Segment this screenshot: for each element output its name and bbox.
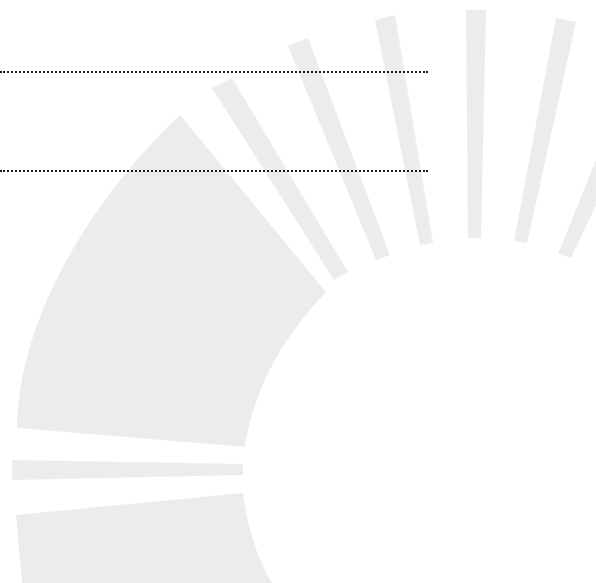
watermark-lower-wedge bbox=[16, 493, 272, 583]
fill-in-line-2[interactable] bbox=[0, 170, 428, 172]
watermark-ray-1 bbox=[212, 78, 348, 280]
watermark-ray-2 bbox=[288, 38, 390, 260]
watermark-ray-6 bbox=[558, 160, 596, 258]
watermark-ray-4 bbox=[466, 10, 486, 238]
watermark-ray-3 bbox=[375, 15, 433, 245]
watermark-ray-5 bbox=[514, 18, 576, 243]
fill-in-line-1[interactable] bbox=[0, 71, 428, 73]
watermark-large-wedge bbox=[17, 115, 326, 447]
watermark-horizontal-ray bbox=[12, 460, 243, 480]
